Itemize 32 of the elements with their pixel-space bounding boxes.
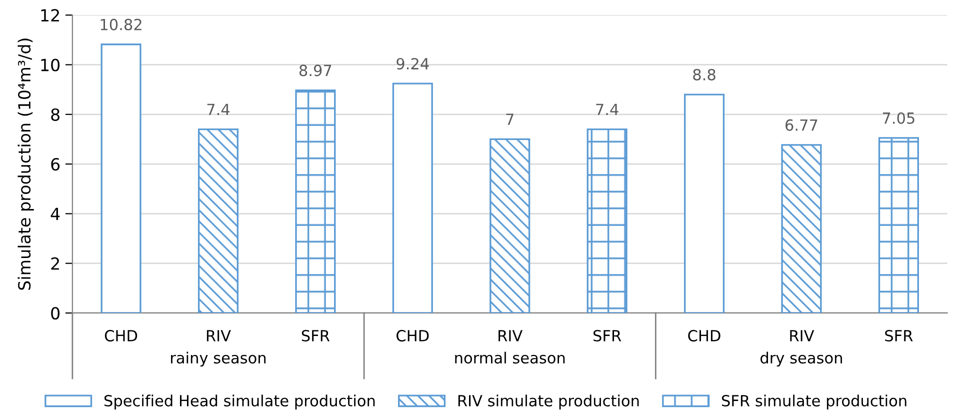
legend-label: Specified Head simulate production [104,394,375,410]
data-label: 8.8 [693,68,716,80]
text: normal season [455,352,565,364]
data-label: 7.4 [596,104,618,115]
y-tick-label: 8 [51,108,60,121]
data-label: 10.82 [100,18,142,30]
x-tick-label: RIV [790,330,814,342]
x-tick-label: SFR [885,330,913,342]
x-tick-label: RIV [206,330,231,342]
y-tick-label: 6 [51,158,60,171]
x-tick-label: SFR [594,330,622,342]
data-label: 7.05 [882,112,914,124]
x-tick-label: RIV [498,330,523,342]
y-tick-label: 4 [50,208,60,220]
text: dry season [760,352,842,367]
y-tick-label: 2 [51,257,59,270]
data-label: 9.24 [396,58,429,70]
data-label: 7 [506,114,514,125]
x-tick-label: SFR [302,330,330,342]
legend-label: SFR simulate production [722,394,906,410]
data-label: 7.4 [207,104,230,115]
y-axis-title: Simulate production (10⁴m³/d) [18,38,34,290]
y-tick-label: 12 [41,9,59,22]
data-label: 8.97 [299,64,332,76]
x-tick-label: CHD [396,330,429,342]
y-tick-label: 0 [51,306,60,320]
legend-label: RIV simulate production [458,394,639,410]
data-label: 6.77 [786,119,818,131]
y-tick-label: 10 [41,58,60,72]
x-tick-label: CHD [104,330,138,342]
x-tick-label: CHD [688,330,720,342]
text: rainy season [171,352,266,367]
